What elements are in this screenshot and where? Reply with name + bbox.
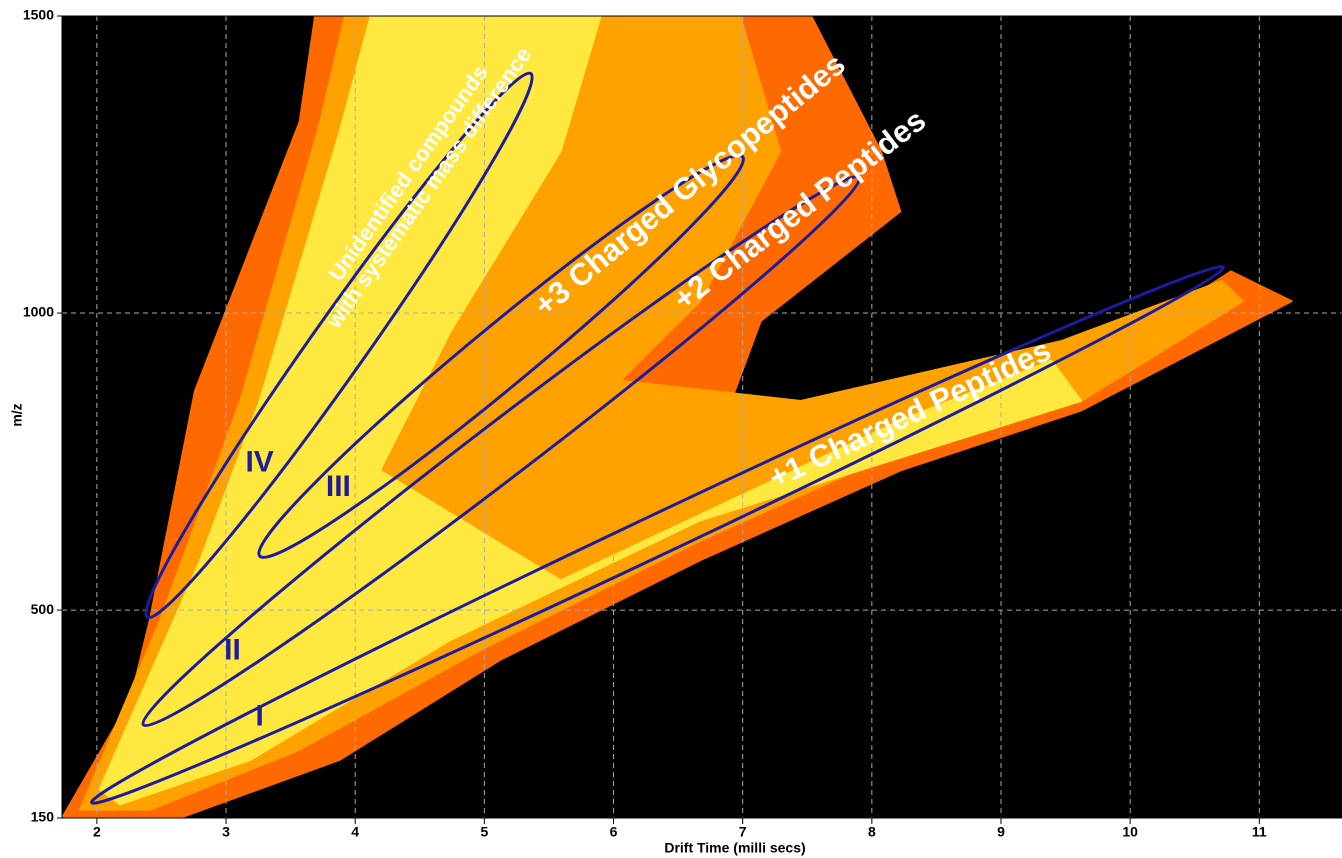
y-tick-label: 1000: [23, 304, 54, 320]
x-tick-label: 6: [610, 824, 618, 840]
x-tick-label: 10: [1122, 824, 1138, 840]
x-axis-label: Drift Time (milli secs): [664, 840, 805, 856]
x-tick-label: 9: [997, 824, 1005, 840]
x-tick-label: 5: [480, 824, 488, 840]
chart: Drift Time (milli secs) m/z I+1 Charged …: [0, 0, 1342, 858]
x-tick-label: 11: [1252, 824, 1267, 840]
x-tick-label: 3: [222, 824, 230, 840]
region-label: IV: [245, 445, 273, 478]
x-tick-label: 2: [93, 824, 101, 840]
x-tick-label: 7: [739, 824, 747, 840]
y-axis-label: m/z: [9, 403, 25, 426]
y-tick-label: 150: [31, 809, 55, 825]
y-tick-label: 500: [31, 601, 55, 617]
region-label: II: [224, 634, 241, 667]
x-tick-label: 8: [868, 824, 876, 840]
region-label: III: [326, 470, 351, 503]
y-tick-label: 1500: [23, 7, 54, 23]
x-tick-label: 4: [351, 824, 359, 840]
page: Drift Time (milli secs) m/z I+1 Charged …: [0, 0, 1342, 858]
region-label: I: [255, 700, 263, 733]
